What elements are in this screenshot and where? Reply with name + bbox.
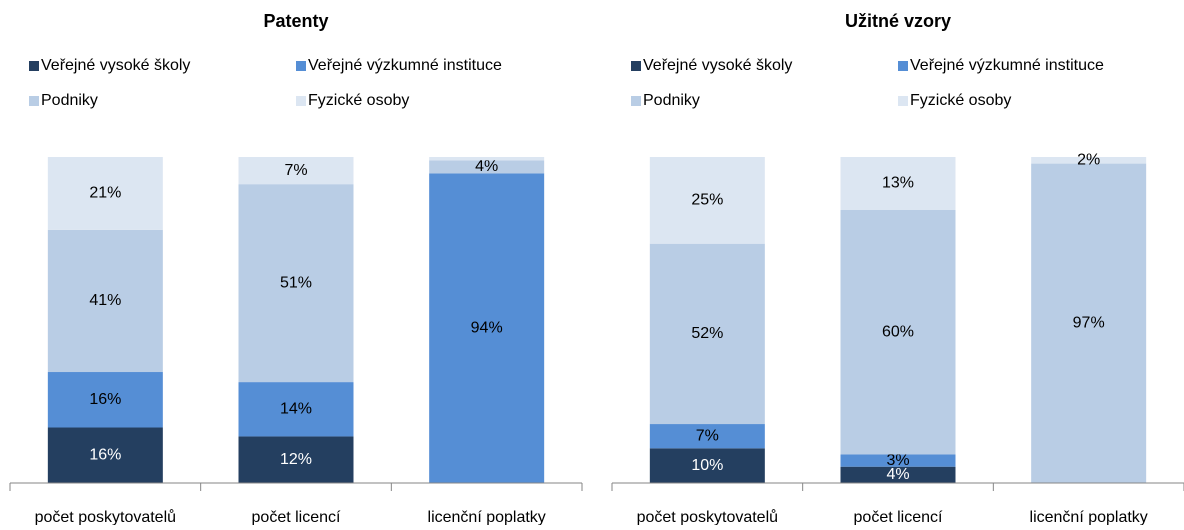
bar-segment	[840, 454, 956, 467]
data-label: 52%	[691, 325, 723, 342]
data-label: 4%	[886, 466, 909, 483]
bar-segment	[238, 184, 354, 383]
data-label: 16%	[89, 446, 121, 463]
data-label: 2%	[1077, 152, 1100, 169]
bar-segment	[429, 160, 545, 174]
legend-swatch	[296, 61, 306, 71]
bar-segment	[238, 157, 354, 185]
x-tick-label: počet poskytovatelů	[35, 508, 176, 525]
bar-segment	[840, 209, 956, 455]
bar-segment	[1031, 157, 1147, 164]
bar-segment	[47, 427, 163, 483]
data-label: 7%	[284, 162, 307, 179]
legend-label: Podniky	[643, 92, 700, 109]
bar-segment	[649, 424, 765, 449]
x-tick-label: počet licencí	[854, 509, 943, 525]
legend-swatch	[296, 96, 306, 106]
legend-swatch	[631, 96, 641, 106]
data-label: 94%	[471, 319, 503, 336]
data-label: 13%	[882, 175, 914, 192]
legend-swatch	[631, 61, 641, 71]
data-label: 7%	[696, 427, 719, 444]
data-label: 25%	[691, 192, 723, 209]
x-tick-label: licenční poplatky	[428, 509, 546, 525]
chart-title: Patenty	[263, 11, 328, 31]
bar-segment	[238, 382, 354, 437]
bar-segment	[1031, 163, 1147, 483]
legend-label: Veřejné výzkumné instituce	[308, 57, 502, 74]
data-label: 3%	[886, 452, 909, 469]
bar-segment	[429, 157, 545, 161]
bar-segment	[649, 243, 765, 425]
x-tick-label: licenční poplatky	[1030, 509, 1148, 525]
bar-segment	[840, 157, 956, 210]
legend-swatch	[898, 96, 908, 106]
bar-segment	[47, 229, 163, 373]
legend-label: Podniky	[41, 92, 98, 109]
bar-segment	[238, 436, 354, 483]
data-label: 4%	[475, 158, 498, 175]
x-tick-label: počet poskytovatelů	[637, 508, 778, 525]
data-label: 16%	[89, 391, 121, 408]
bar-segment	[649, 448, 765, 483]
legend-swatch	[898, 61, 908, 71]
data-label: 21%	[89, 185, 121, 202]
data-label: 10%	[691, 457, 723, 474]
bar-segment	[47, 157, 163, 230]
x-tick-label: počet licencí	[252, 509, 341, 525]
legend-swatch	[29, 96, 39, 106]
data-label: 51%	[280, 274, 312, 291]
legend-label: Fyzické osoby	[910, 92, 1011, 109]
legend-label: Veřejné výzkumné instituce	[910, 57, 1104, 74]
bar-segment	[840, 466, 956, 483]
data-label: 60%	[882, 323, 914, 340]
data-label: 14%	[280, 400, 312, 417]
chart-title: Užitné vzory	[845, 11, 951, 31]
bar-segment	[429, 173, 545, 483]
bar-segment	[649, 157, 765, 244]
data-label: 97%	[1073, 315, 1105, 332]
legend-label: Veřejné vysoké školy	[41, 57, 190, 74]
data-label: 12%	[280, 451, 312, 468]
legend-label: Fyzické osoby	[308, 92, 409, 109]
legend-swatch	[29, 61, 39, 71]
bar-segment	[47, 372, 163, 428]
legend-label: Veřejné vysoké školy	[643, 57, 792, 74]
data-label: 41%	[89, 292, 121, 309]
